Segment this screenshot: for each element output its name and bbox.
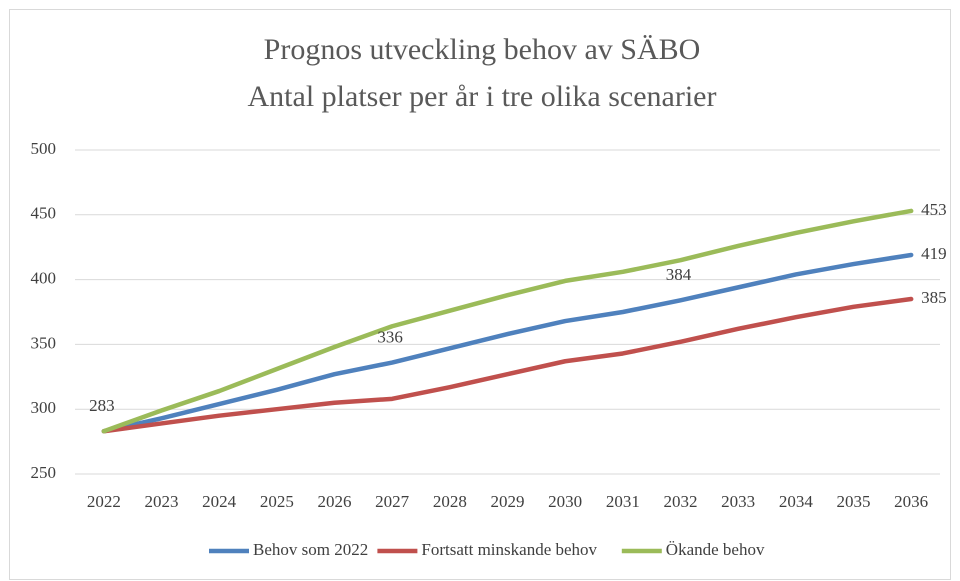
x-tick-label: 2026 (318, 492, 352, 511)
x-tick-label: 2025 (260, 492, 294, 511)
x-tick-label: 2028 (433, 492, 467, 511)
x-tick-label: 2027 (375, 492, 410, 511)
chart-title: Prognos utveckling behov av SÄBO (264, 33, 701, 66)
series-line (101, 208, 914, 434)
data-label: 384 (666, 265, 692, 284)
legend-label: Fortsatt minskande behov (421, 540, 597, 559)
x-tick-label: 2031 (606, 492, 640, 511)
x-tick-label: 2035 (837, 492, 871, 511)
y-tick-label: 450 (31, 204, 57, 223)
legend-label: Ökande behov (666, 540, 765, 559)
data-label: 283 (89, 396, 115, 415)
y-tick-label: 350 (31, 333, 57, 352)
x-tick-label: 2022 (87, 492, 121, 511)
data-label: 385 (921, 288, 947, 307)
legend-label: Behov som 2022 (253, 540, 368, 559)
y-tick-label: 300 (31, 398, 57, 417)
x-tick-label: 2029 (491, 492, 525, 511)
data-label: 336 (377, 327, 403, 346)
x-tick-label: 2030 (548, 492, 582, 511)
x-tick-label: 2023 (145, 492, 179, 511)
y-tick-label: 400 (31, 269, 57, 288)
data-label: 419 (921, 244, 947, 263)
x-tick-label: 2032 (664, 492, 698, 511)
chart-subtitle: Antal platser per år i tre olika scenari… (248, 80, 717, 113)
x-tick-label: 2024 (202, 492, 237, 511)
y-tick-label: 250 (31, 463, 57, 482)
x-tick-label: 2033 (721, 492, 755, 511)
chart-frame (9, 9, 951, 580)
x-tick-label: 2036 (894, 492, 928, 511)
y-tick-label: 500 (31, 139, 57, 158)
series-line (101, 296, 914, 434)
series-line (101, 252, 914, 434)
data-label: 453 (921, 200, 947, 219)
x-tick-label: 2034 (779, 492, 814, 511)
